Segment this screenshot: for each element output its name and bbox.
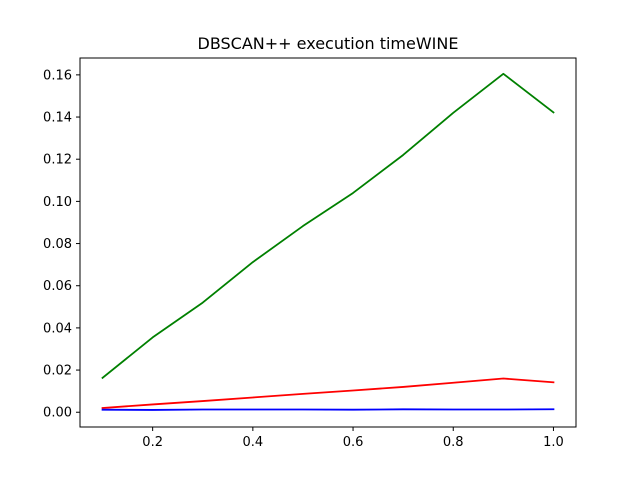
axes-layer: 0.2 0.4 0.6 0.8 1.0 0.00 0.02 0.04 0.06 0.08 0.10 0… [43, 57, 577, 450]
x-tick-label: 1.0 [543, 435, 564, 450]
y-tick-label: 0.14 [43, 111, 72, 126]
plot-frame [79, 57, 577, 428]
series-layer [101, 72, 555, 411]
x-tick-label: 0.6 [343, 435, 364, 450]
y-tick-label: 0.02 [43, 364, 72, 379]
series-line-3 [101, 408, 555, 411]
y-tick-label: 0.16 [43, 68, 72, 83]
series-line-2 [101, 377, 555, 409]
y-tick-label: 0.08 [43, 237, 72, 252]
y-tick-label: 0.06 [43, 279, 72, 294]
series-line-1 [101, 72, 555, 380]
y-tick-label: 0.04 [43, 321, 72, 336]
y-tick-label: 0.12 [43, 153, 72, 168]
y-tick-label: 0.10 [43, 195, 72, 210]
x-tick-label: 0.8 [443, 435, 464, 450]
x-tick-label: 0.4 [243, 435, 264, 450]
x-tick-label: 0.2 [142, 435, 163, 450]
chart-title: DBSCAN++ execution timeWINE [198, 34, 459, 53]
y-tick-label: 0.00 [43, 406, 72, 421]
